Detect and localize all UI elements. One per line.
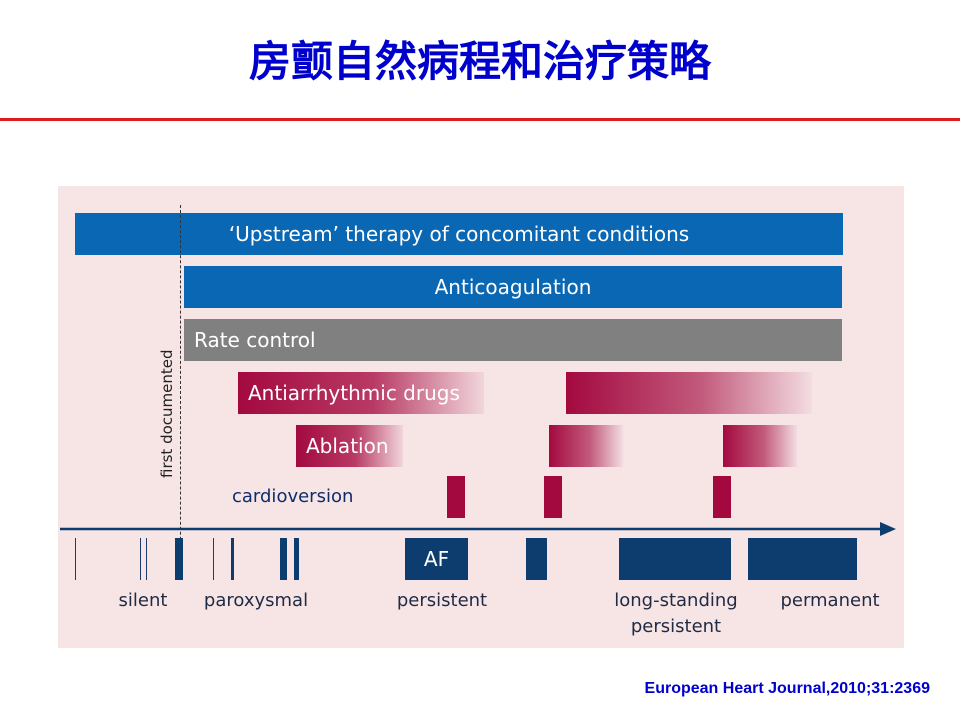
- ablation-bar-persistent: [549, 425, 623, 467]
- af-episode-tick: [75, 538, 76, 580]
- cardioversion-marker: [713, 476, 731, 518]
- af-episode-tick: [140, 538, 141, 580]
- ablation-bar: Ablation: [296, 425, 403, 467]
- cardioversion-marker: [447, 476, 465, 518]
- anticoagulation-bar: Anticoagulation: [184, 266, 842, 308]
- rate-control-bar: Rate control: [184, 319, 842, 361]
- cardioversion-label: cardioversion: [232, 486, 354, 507]
- upstream-therapy-bar: ‘Upstream’ therapy of concomitant condit…: [75, 213, 843, 255]
- af-episode-block: [619, 538, 731, 580]
- ablation-bar-long-standing: [723, 425, 797, 467]
- af-episode-tick: [175, 538, 183, 580]
- af-episode-block: AF: [405, 538, 468, 580]
- first-documented-label: first documented: [158, 349, 176, 478]
- stage-paroxysmal: paroxysmal: [203, 590, 309, 611]
- af-episode-block: [526, 538, 547, 580]
- af-episode-tick: [294, 538, 299, 580]
- timeline-arrow: [60, 522, 896, 536]
- af-episode-tick: [231, 538, 234, 580]
- antiarrhythmic-drugs-bar-late: [566, 372, 812, 414]
- stage-long-standing-persistent: long-standing persistent: [614, 590, 738, 637]
- af-episode-block: [748, 538, 857, 580]
- stage-silent: silent: [118, 590, 168, 611]
- cardioversion-marker: [544, 476, 562, 518]
- af-episode-tick: [280, 538, 287, 580]
- stage-permanent: permanent: [780, 590, 880, 611]
- af-episode-tick: [213, 538, 214, 580]
- citation: European Heart Journal,2010;31:2369: [644, 680, 930, 697]
- af-episode-tick: [146, 538, 147, 580]
- antiarrhythmic-drugs-bar: Antiarrhythmic drugs: [238, 372, 484, 414]
- slide-title: 房颤自然病程和治疗策略: [248, 37, 711, 86]
- stage-persistent: persistent: [396, 590, 488, 611]
- title-divider: [0, 118, 960, 121]
- first-documented-line: [180, 205, 181, 580]
